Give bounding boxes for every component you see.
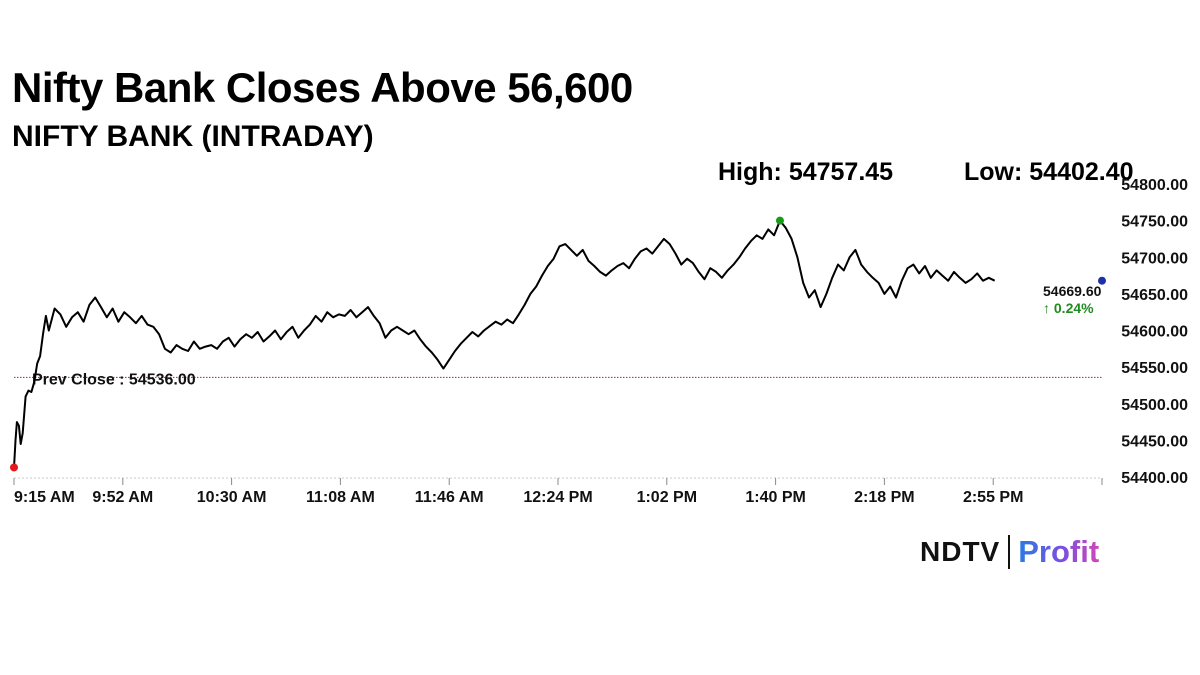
x-tick-label: 12:24 PM — [523, 489, 592, 506]
x-tick-label: 1:02 PM — [637, 489, 697, 506]
low-marker — [10, 463, 18, 472]
ndtv-profit-logo: NDTV Profit — [920, 532, 1099, 572]
headline: Nifty Bank Closes Above 56,600 — [12, 64, 633, 111]
brand-separator — [1008, 535, 1011, 569]
y-tick-label: 54600.00 — [1121, 324, 1188, 341]
last-value-label: 54669.60 — [1043, 283, 1102, 299]
x-tick-label: 11:08 AM — [306, 489, 375, 506]
y-tick-label: 54450.00 — [1121, 433, 1188, 450]
low-stat: Low: 54402.40 — [964, 158, 1134, 186]
brand-ndtv: NDTV — [920, 536, 1001, 567]
y-tick-label: 54500.00 — [1121, 397, 1188, 414]
last-marker — [1098, 276, 1106, 285]
y-tick-label: 54700.00 — [1121, 250, 1188, 267]
x-tick-label: 9:15 AM — [14, 489, 75, 506]
prev-close-label: Prev Close : 54536.00 — [32, 371, 196, 388]
y-tick-label: 54750.00 — [1121, 214, 1188, 231]
y-tick-label: 54650.00 — [1121, 287, 1188, 304]
x-tick-label: 11:46 AM — [415, 489, 484, 506]
high-stat: High: 54757.45 — [718, 158, 894, 186]
y-tick-label: 54550.00 — [1121, 360, 1188, 377]
x-tick-label: 10:30 AM — [197, 489, 267, 506]
price-series-line — [13, 219, 996, 468]
chart-subtitle: NIFTY BANK (INTRADAY) — [12, 120, 374, 153]
y-tick-label: 54800.00 — [1121, 177, 1188, 194]
x-tick-label: 2:55 PM — [963, 489, 1023, 506]
change-percent-label: ↑ 0.24% — [1043, 300, 1094, 316]
x-tick-label: 9:52 AM — [92, 489, 153, 506]
high-marker — [775, 216, 784, 225]
brand-profit: Profit — [1018, 534, 1100, 569]
y-tick-label: 54400.00 — [1121, 470, 1188, 487]
x-tick-label: 1:40 PM — [745, 489, 805, 506]
x-tick-label: 2:18 PM — [854, 489, 914, 506]
